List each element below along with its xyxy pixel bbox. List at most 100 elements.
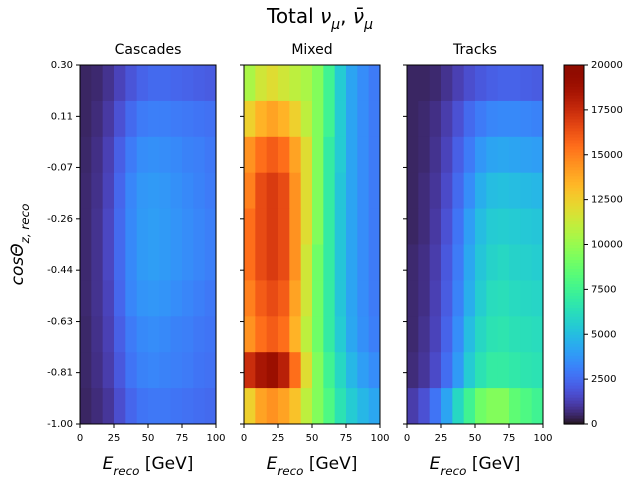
heatmap-cell bbox=[266, 172, 279, 210]
heatmap-cell bbox=[531, 208, 544, 245]
colorbar-strip bbox=[564, 244, 584, 249]
heatmap-cell bbox=[368, 136, 381, 174]
heatmap-cell bbox=[463, 136, 476, 174]
heatmap-cell bbox=[368, 244, 381, 281]
heatmap-cell bbox=[323, 136, 336, 174]
colorbar-strip bbox=[564, 214, 584, 219]
colorbar-tick-label: 7500 bbox=[591, 284, 616, 295]
heatmap-cell bbox=[520, 172, 533, 210]
colorbar-strip bbox=[564, 421, 584, 425]
heatmap-cell bbox=[148, 316, 160, 353]
colorbar-strip bbox=[564, 394, 584, 398]
heatmap-cell bbox=[182, 280, 194, 317]
heatmap-cell bbox=[244, 65, 256, 102]
heatmap-cell bbox=[278, 100, 290, 138]
colorbar-strip bbox=[564, 91, 584, 96]
heatmap-cell bbox=[509, 316, 521, 353]
chart-title-part: , bbox=[340, 4, 353, 28]
heatmap-cell bbox=[204, 352, 217, 389]
heatmap-cell bbox=[368, 316, 381, 353]
heatmap-cell bbox=[441, 244, 453, 281]
heatmap-cell bbox=[289, 172, 302, 210]
colorbar-strip bbox=[564, 136, 584, 141]
colorbar-strip bbox=[564, 331, 584, 335]
heatmap-cell bbox=[80, 65, 92, 102]
heatmap-cell bbox=[266, 100, 279, 138]
heatmap-cell bbox=[475, 100, 487, 138]
heatmap-cell bbox=[136, 65, 149, 102]
heatmap-cell bbox=[312, 352, 324, 389]
heatmap-cell bbox=[520, 100, 533, 138]
y-tick-label: -0.44 bbox=[47, 265, 73, 276]
heatmap-cell bbox=[170, 244, 183, 281]
colorbar-strip bbox=[564, 196, 584, 201]
colorbar-strip bbox=[564, 229, 584, 234]
heatmap-cell bbox=[509, 352, 521, 389]
heatmap-cell bbox=[125, 100, 138, 138]
y-axis-label-part: z, reco bbox=[18, 204, 32, 245]
colorbar-strip bbox=[564, 232, 584, 237]
heatmap-cell bbox=[357, 65, 370, 102]
heatmap-cell bbox=[266, 65, 279, 102]
colorbar-strip bbox=[564, 286, 584, 290]
heatmap-cell bbox=[114, 65, 126, 102]
heatmap-cell bbox=[509, 172, 521, 210]
colorbar-strip bbox=[564, 415, 584, 419]
heatmap-cell bbox=[278, 136, 290, 174]
heatmap-cell bbox=[312, 280, 324, 317]
heatmap-cell bbox=[429, 280, 442, 317]
heatmap-cell bbox=[407, 280, 419, 317]
heatmap-cell bbox=[346, 388, 358, 425]
heatmap-cell bbox=[91, 100, 104, 138]
x-axis-label-part: reco bbox=[113, 464, 139, 478]
heatmap-cell bbox=[159, 388, 172, 425]
heatmap-cell bbox=[159, 100, 172, 138]
colorbar-strip bbox=[564, 154, 584, 159]
colorbar-tick-label: 12500 bbox=[591, 195, 623, 206]
heatmap-cell bbox=[346, 172, 358, 210]
colorbar-tick-label: 10000 bbox=[591, 240, 623, 251]
colorbar-strip bbox=[564, 292, 584, 296]
heatmap-cell bbox=[334, 316, 347, 353]
colorbar-strip bbox=[564, 235, 584, 240]
heatmap-cell bbox=[114, 316, 126, 353]
colorbar-strip bbox=[564, 307, 584, 311]
heatmap-cell bbox=[244, 172, 256, 210]
heatmap-cell bbox=[531, 388, 544, 425]
colorbar-strip bbox=[564, 202, 584, 207]
heatmap-cell bbox=[452, 352, 465, 389]
panel-title: Mixed bbox=[291, 42, 332, 58]
heatmap-cell bbox=[323, 352, 336, 389]
heatmap-cell bbox=[278, 316, 290, 353]
x-tick-label: 50 bbox=[306, 433, 319, 444]
heatmap-cell bbox=[159, 316, 172, 353]
heatmap-cell bbox=[486, 352, 499, 389]
colorbar-strip bbox=[564, 166, 584, 171]
colorbar-strip bbox=[564, 184, 584, 189]
heatmap-cell bbox=[452, 280, 465, 317]
heatmap-cell bbox=[289, 208, 302, 245]
heatmap-cell bbox=[102, 316, 115, 353]
colorbar-strip bbox=[564, 274, 584, 279]
heatmap-cell bbox=[441, 352, 453, 389]
heatmap-cell bbox=[125, 65, 138, 102]
colorbar-strip bbox=[564, 373, 584, 377]
heatmap-cell bbox=[182, 136, 194, 174]
colorbar-strip bbox=[564, 115, 584, 120]
heatmap-cell bbox=[300, 65, 313, 102]
heatmap-cell bbox=[102, 100, 115, 138]
x-axis-label-part: E bbox=[430, 454, 441, 474]
colorbar-strip bbox=[564, 73, 584, 78]
heatmap-cell bbox=[520, 244, 533, 281]
heatmap-cell bbox=[193, 352, 206, 389]
heatmap-cell bbox=[429, 100, 442, 138]
heatmap-cell bbox=[452, 172, 465, 210]
colorbar-strip bbox=[564, 289, 584, 293]
colorbar-strip bbox=[564, 199, 584, 204]
heatmap-cell bbox=[255, 388, 268, 425]
panel-title: Cascades bbox=[115, 42, 182, 58]
heatmap-cell bbox=[255, 136, 268, 174]
heatmap-cell bbox=[357, 352, 370, 389]
heatmap-cell bbox=[278, 208, 290, 245]
heatmap-cell bbox=[323, 388, 336, 425]
